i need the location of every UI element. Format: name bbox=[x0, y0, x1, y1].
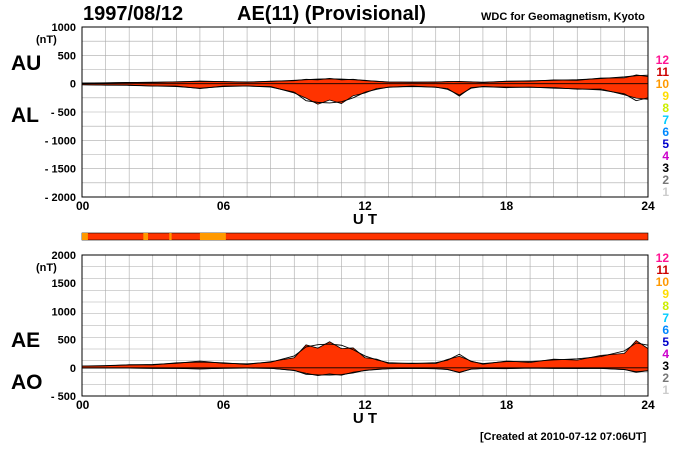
station-bar-segment bbox=[143, 233, 149, 240]
chart-date: 1997/08/12 bbox=[83, 3, 184, 25]
station-count-legend-item: 6 bbox=[662, 125, 669, 139]
station-count-legend-item: 2 bbox=[662, 371, 669, 385]
y-tick-label: 500 bbox=[58, 50, 76, 62]
y-tick-label: 1000 bbox=[52, 306, 76, 318]
station-count-legend-item: 8 bbox=[662, 101, 669, 115]
index-label-ao: AO bbox=[11, 371, 43, 394]
index-label-al: AL bbox=[11, 104, 39, 127]
x-tick-label: 12 bbox=[358, 398, 372, 412]
y-tick-label: 1000 bbox=[52, 22, 76, 34]
y-tick-label: 2000 bbox=[52, 250, 76, 262]
station-count-legend-item: 2 bbox=[662, 173, 669, 187]
y-tick-label: - 500 bbox=[51, 107, 76, 119]
series-line-al bbox=[81, 84, 649, 104]
station-count-legend-item: 12 bbox=[656, 251, 670, 265]
x-tick-label: 18 bbox=[500, 398, 514, 412]
series-line-au bbox=[81, 74, 649, 84]
y-tick-label: - 2000 bbox=[45, 192, 76, 204]
x-tick-label: 06 bbox=[217, 398, 231, 412]
station-bar-segment bbox=[169, 233, 172, 240]
y-unit-label: (nT) bbox=[36, 262, 57, 274]
station-count-legend-item: 10 bbox=[656, 275, 670, 289]
x-tick-label: 00 bbox=[76, 398, 90, 412]
station-count-legend-item: 4 bbox=[662, 347, 669, 361]
station-count-legend-item: 12 bbox=[656, 53, 670, 67]
station-count-legend-item: 9 bbox=[662, 89, 669, 103]
series-line-ae bbox=[81, 342, 649, 367]
station-count-legend-item: 3 bbox=[662, 161, 669, 175]
y-unit-label: (nT) bbox=[36, 34, 57, 46]
data-source-label: WDC for Geomagnetism, Kyoto bbox=[481, 11, 645, 23]
station-count-legend-item: 10 bbox=[656, 77, 670, 91]
station-count-legend-item: 5 bbox=[662, 335, 669, 349]
x-tick-label: 18 bbox=[500, 199, 514, 213]
created-timestamp: [Created at 2010-07-12 07:06UT] bbox=[480, 431, 647, 443]
x-tick-label: 24 bbox=[641, 199, 655, 213]
plot-frame bbox=[81, 254, 649, 397]
station-count-legend-item: 4 bbox=[662, 149, 669, 163]
station-count-legend-item: 1 bbox=[662, 185, 669, 199]
station-count-legend-item: 3 bbox=[662, 359, 669, 373]
station-count-legend-item: 6 bbox=[662, 323, 669, 337]
series-line-ao bbox=[82, 367, 649, 376]
y-tick-label: 0 bbox=[70, 79, 76, 91]
y-tick-label: - 500 bbox=[51, 391, 76, 403]
station-count-legend-item: 7 bbox=[662, 311, 669, 325]
x-tick-label: 06 bbox=[217, 199, 231, 213]
station-count-legend-item: 11 bbox=[656, 263, 669, 277]
y-tick-label: - 1000 bbox=[45, 135, 76, 147]
x-tick-label: 00 bbox=[76, 199, 90, 213]
station-availability-bar bbox=[81, 232, 649, 241]
station-bar-segment bbox=[199, 233, 226, 240]
y-tick-label: 1500 bbox=[52, 278, 76, 290]
x-axis-label: U T bbox=[353, 211, 377, 228]
y-tick-label: 0 bbox=[70, 363, 76, 375]
station-bar-segment bbox=[82, 233, 88, 240]
x-axis-label: U T bbox=[353, 410, 377, 427]
x-tick-label: 24 bbox=[641, 398, 655, 412]
station-count-legend-item: 5 bbox=[662, 137, 669, 151]
station-count-legend-item: 7 bbox=[662, 113, 669, 127]
y-tick-label: 500 bbox=[58, 335, 76, 347]
station-count-legend-item: 11 bbox=[656, 65, 669, 79]
plot-frame bbox=[81, 26, 649, 198]
station-count-legend-item: 1 bbox=[662, 383, 669, 397]
y-tick-label: - 1500 bbox=[45, 164, 76, 176]
index-label-ae: AE bbox=[11, 329, 40, 352]
x-tick-label: 12 bbox=[358, 199, 372, 213]
index-label-au: AU bbox=[11, 52, 41, 75]
station-count-legend-item: 9 bbox=[662, 287, 669, 301]
station-count-legend-item: 8 bbox=[662, 299, 669, 313]
chart-title: AE(11) (Provisional) bbox=[237, 3, 426, 25]
